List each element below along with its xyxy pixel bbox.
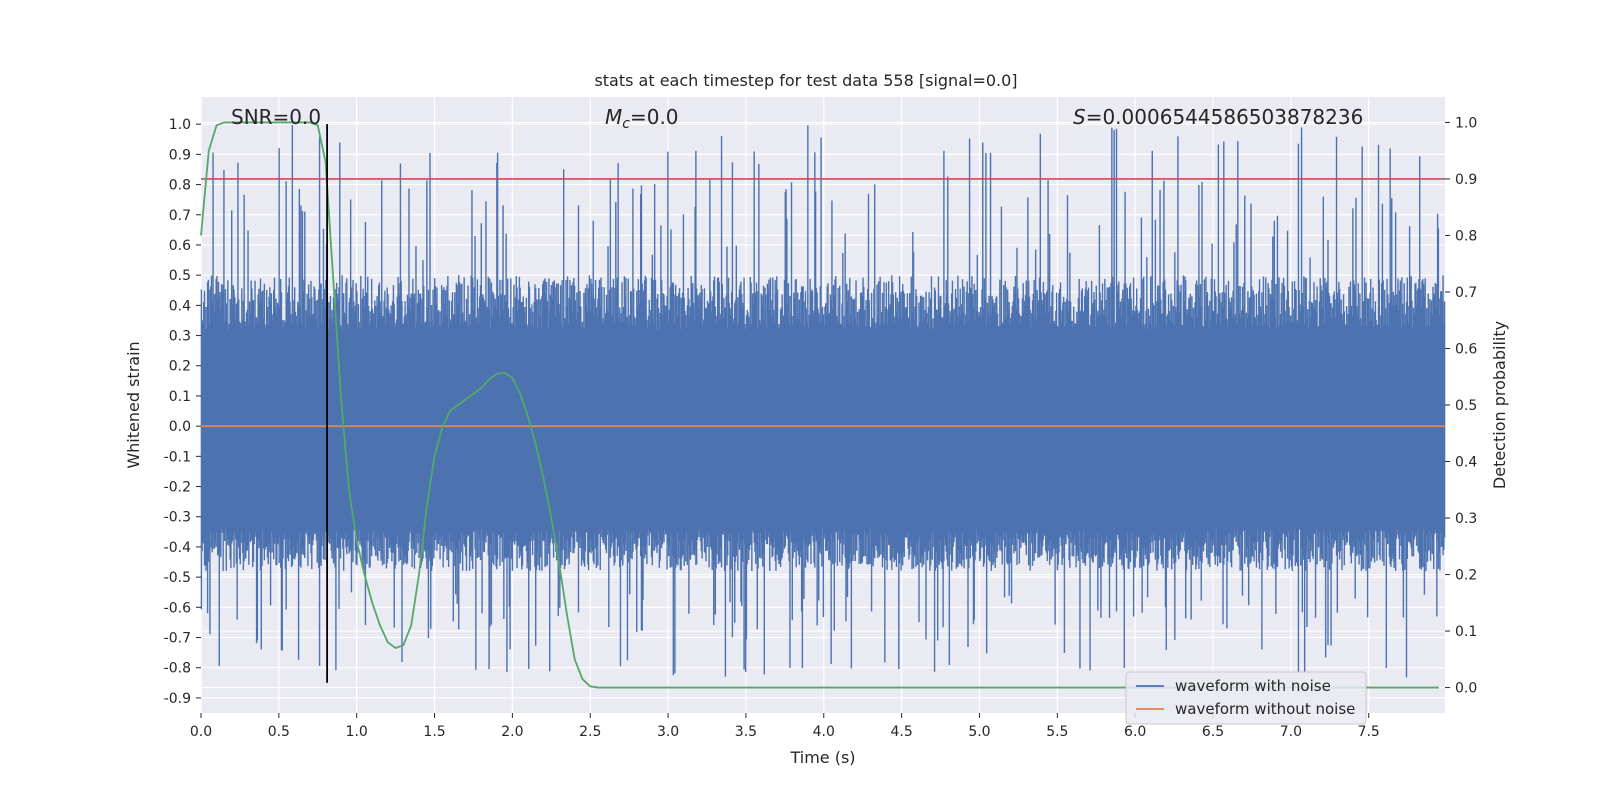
x-tick-label: 7.0 <box>1280 724 1302 740</box>
x-tick-label: 5.0 <box>968 724 990 740</box>
x-tick-label: 1.0 <box>346 724 368 740</box>
y-left-tick-label: -0.4 <box>164 540 191 556</box>
y-right-tick-label: 0.3 <box>1455 511 1477 527</box>
x-tick-label: 4.0 <box>813 724 835 740</box>
legend: waveform with noise waveform without noi… <box>1125 671 1367 725</box>
chirp-mass-value: =0.0 <box>630 105 679 129</box>
y-left-tick-label: -0.6 <box>164 600 191 616</box>
y-left-tick-label: -0.2 <box>164 480 191 496</box>
y-left-tick-label: 1.0 <box>169 117 191 133</box>
snr-annotation: SNR=0.0 <box>231 105 321 129</box>
y-left-tick-label: -0.8 <box>164 661 191 677</box>
y-left-tick-label: 0.9 <box>169 147 191 163</box>
x-tick-label: 3.5 <box>735 724 757 740</box>
y-left-tick-label: -0.3 <box>164 510 191 526</box>
y-right-tick-label: 0.9 <box>1455 172 1477 188</box>
legend-label-clean: waveform without noise <box>1175 700 1355 718</box>
y-right-tick-label: 0.2 <box>1455 568 1477 584</box>
x-axis-label: Time (s) <box>789 748 855 767</box>
y-left-tick-label: 0.6 <box>169 238 191 254</box>
y-left-tick-label: 0.3 <box>169 329 191 345</box>
x-tick-label: 5.5 <box>1046 724 1068 740</box>
y-left-axis-ticks: 1.0 0.9 0.8 0.7 0.6 0.5 0.4 0.3 0.2 0.1 0.0 -0.1 -0.… <box>164 117 201 707</box>
y-left-axis-label: Whitened strain <box>124 341 143 468</box>
y-left-tick-label: -0.1 <box>164 449 191 465</box>
x-tick-label: 3.0 <box>657 724 679 740</box>
y-right-tick-label: 0.1 <box>1455 624 1477 640</box>
y-right-tick-label: 0.0 <box>1455 681 1477 697</box>
y-left-tick-label: 0.5 <box>169 268 191 284</box>
y-left-tick-label: 0.8 <box>169 178 191 194</box>
x-tick-label: 0.5 <box>268 724 290 740</box>
x-axis-ticks: 0.0 0.5 1.0 1.5 2.0 2.5 3.0 3.5 4.0 4.5 5.0 5.5 6.0 6… <box>190 713 1380 740</box>
y-right-tick-label: 1.0 <box>1455 115 1477 131</box>
y-left-tick-label: 0.4 <box>169 298 191 314</box>
y-right-tick-label: 0.7 <box>1455 285 1477 301</box>
x-tick-label: 0.0 <box>190 724 212 740</box>
x-tick-label: 2.0 <box>501 724 523 740</box>
detection-probability-line <box>200 121 1439 689</box>
y-right-tick-label: 0.6 <box>1455 341 1477 357</box>
x-tick-label: 7.5 <box>1358 724 1380 740</box>
x-tick-label: 4.5 <box>890 724 912 740</box>
s-value: =0.0006544586503878236 <box>1086 105 1364 129</box>
legend-box <box>1125 671 1367 725</box>
chirp-mass-subscript: c <box>622 116 630 132</box>
chirp-mass-annotation: Mc=0.0 <box>605 105 679 132</box>
y-right-tick-label: 0.8 <box>1455 228 1477 244</box>
legend-label-noise: waveform with noise <box>1175 677 1331 695</box>
y-left-tick-label: 0.1 <box>169 389 191 405</box>
x-tick-label: 2.5 <box>579 724 601 740</box>
x-tick-label: 6.0 <box>1124 724 1146 740</box>
y-right-tick-label: 0.5 <box>1455 398 1477 414</box>
chart-title: stats at each timestep for test data 558… <box>594 71 1017 90</box>
x-tick-label: 1.5 <box>423 724 445 740</box>
detection-probability-series <box>200 121 1439 689</box>
s-annotation: S=0.0006544586503878236 <box>1073 105 1363 129</box>
y-left-tick-label: 0.2 <box>169 359 191 375</box>
y-left-tick-label: -0.7 <box>164 631 191 647</box>
noisy-waveform-line <box>200 125 1446 678</box>
x-tick-label: 6.5 <box>1202 724 1224 740</box>
chirp-mass-symbol: M <box>605 105 622 129</box>
y-left-tick-label: 0.0 <box>169 419 191 435</box>
y-left-tick-label: 0.7 <box>169 208 191 224</box>
y-right-axis-ticks: 1.0 0.9 0.8 0.7 0.6 0.5 0.4 0.3 0.2 0.1 0.0 <box>1445 115 1477 697</box>
noisy-waveform-series <box>200 125 1446 678</box>
s-symbol: S <box>1073 105 1086 129</box>
y-left-tick-label: -0.5 <box>164 570 191 586</box>
y-left-tick-label: -0.9 <box>164 691 191 707</box>
y-right-tick-label: 0.4 <box>1455 455 1477 471</box>
y-right-axis-label: Detection probability <box>1490 321 1509 489</box>
